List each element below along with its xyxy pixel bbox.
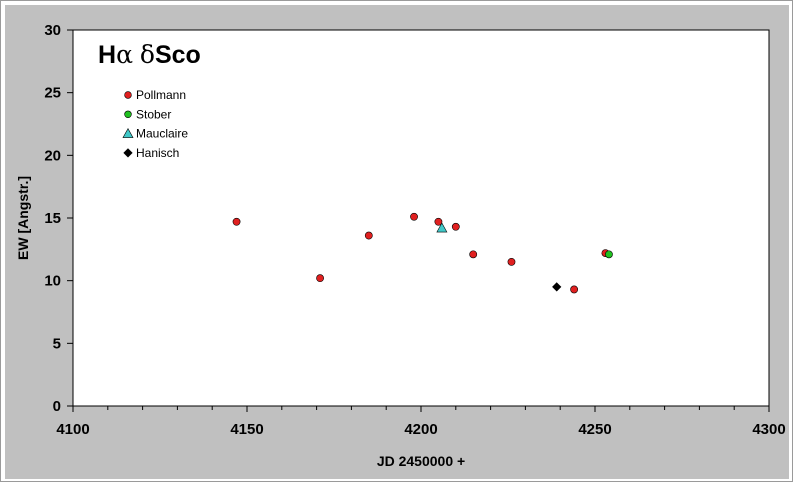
y-tick-label: 25 [44,85,61,102]
y-tick-label: 20 [44,147,61,164]
x-tick-label: 4100 [56,421,89,438]
chart-title-part: δ [140,40,155,69]
y-tick-label: 0 [53,398,61,415]
chart-title-part [133,41,140,69]
x-tick-label: 4300 [752,421,785,438]
x-tick-label: 4150 [230,421,263,438]
axis-ticks [67,29,770,412]
x-axis-label: JD 2450000 + [377,453,465,469]
data-point [507,257,516,266]
chart-title: Hα δSco [98,40,201,69]
y-axis-label: EW [Angstr.] [15,176,31,260]
chart-title-part: Sco [155,41,201,69]
legend-marker [124,110,132,119]
data-point [552,282,562,292]
axis-tick-labels: 4100 4150 4200 4250 4300 0 5 10 15 20 25 30 [44,22,785,438]
x-tick-label: 4200 [404,421,437,438]
legend-item: Pollmann [124,88,186,102]
data-point [364,231,373,240]
y-tick-label: 5 [53,335,61,352]
data-point [434,217,443,226]
legend-item: Hanisch [123,146,179,160]
data-point [436,222,448,233]
x-tick-label: 4250 [578,421,611,438]
data-point [451,222,460,231]
legend-label: Pollmann [136,88,186,102]
chart-title-part: H [98,41,116,69]
legend-marker [123,148,133,158]
y-tick-label: 30 [44,22,61,39]
data-point [605,250,613,259]
legend-item: Stober [124,107,171,121]
legend-label: Hanisch [136,146,179,160]
legend-label: Mauclaire [136,127,188,141]
legend-label: Stober [136,107,171,121]
y-tick-label: 15 [44,210,61,227]
chart-title-part: α [116,40,133,69]
legend: Pollmann Stober Mauclaire Hanisch [122,88,188,160]
data-point [570,285,579,294]
data-point [410,212,418,221]
plot-area [72,29,770,407]
legend-marker [124,91,132,99]
y-tick-label: 10 [44,273,61,290]
legend-marker [122,127,134,138]
legend-item: Mauclaire [122,127,188,141]
data-points [232,212,613,294]
data-point [469,250,478,259]
data-point [316,274,324,283]
data-point [232,217,241,226]
